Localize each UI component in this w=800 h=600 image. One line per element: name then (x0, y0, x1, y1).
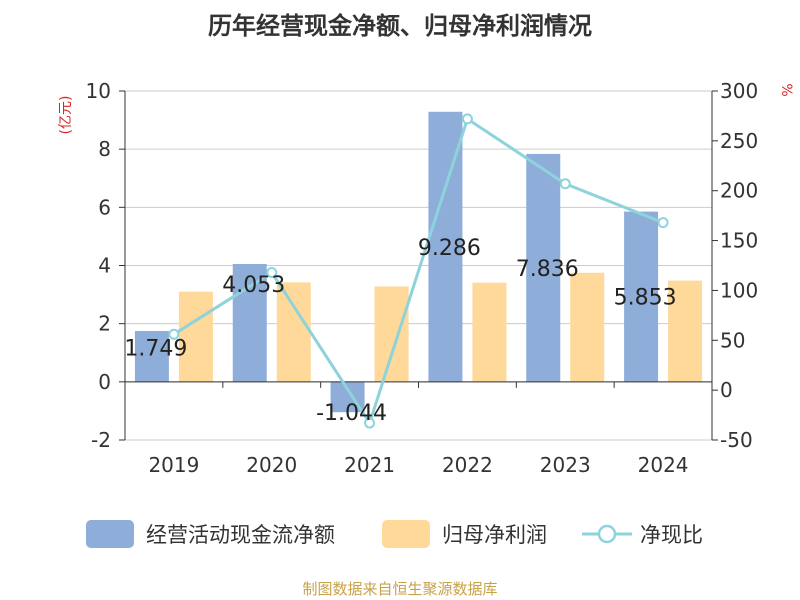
legend-marker (597, 524, 617, 544)
cash-data-label: 7.836 (516, 257, 579, 282)
right-tick-label: 250 (720, 129, 758, 153)
ratio-point (168, 328, 180, 340)
left-tick-label: 0 (98, 370, 111, 394)
legend-item-profit[interactable]: 归母净利润 (382, 520, 547, 548)
right-tick-label: 0 (720, 378, 733, 402)
x-tick-label: 2019 (148, 453, 199, 477)
left-tick-label: 8 (98, 137, 111, 161)
left-tick-label: 4 (98, 254, 111, 278)
cash-data-label: 5.853 (614, 286, 677, 311)
legend-item-cash[interactable]: 经营活动现金流净额 (86, 520, 335, 548)
left-tick-label: 10 (86, 79, 111, 103)
profit-bar (570, 272, 605, 382)
right-tick-label: 300 (720, 79, 758, 103)
ratio-point (559, 178, 571, 190)
profit-bar (472, 282, 507, 382)
right-tick-label: 50 (720, 328, 745, 352)
cash-data-label: 1.749 (124, 337, 187, 362)
cash-bar (134, 330, 169, 382)
cash-data-label: 9.286 (418, 236, 481, 261)
legend-swatch (382, 520, 430, 548)
legend-label: 净现比 (640, 523, 703, 547)
x-tick-label: 2022 (442, 453, 493, 477)
legend-label: 经营活动现金流净额 (146, 523, 335, 547)
x-tick-label: 2020 (246, 453, 297, 477)
right-tick-label: 200 (720, 179, 758, 203)
chart-title: 历年经营现金净额、归母净利润情况 (208, 12, 592, 40)
source-note: 制图数据来自恒生聚源数据库 (302, 580, 498, 598)
x-tick-label: 2024 (638, 453, 689, 477)
right-tick-label: -50 (720, 428, 753, 452)
profit-bar (668, 280, 703, 382)
cash-bar (624, 211, 659, 382)
right-tick-label: 150 (720, 229, 758, 253)
ratio-point (364, 417, 376, 429)
data-labels: 1.749 4.053 -1.044 9.286 7.836 5.853 (124, 236, 676, 426)
right-axis-unit: % (778, 83, 794, 96)
left-tick-label: -2 (91, 428, 111, 452)
cash-data-label: -1.044 (316, 401, 387, 426)
cash-bar (526, 153, 561, 382)
legend-label: 归母净利润 (442, 523, 547, 547)
profit-bar (374, 286, 409, 382)
ratio-line (173, 116, 664, 427)
right-tick-label: 100 (720, 278, 758, 302)
cash-bar (232, 263, 267, 382)
ratio-point (461, 113, 473, 125)
ratio-line-layer (168, 113, 669, 429)
ratio-point (266, 266, 278, 278)
profit-bar (276, 282, 311, 382)
legend[interactable]: 经营活动现金流净额 归母净利润 净现比 (86, 520, 703, 548)
legend-swatch (86, 520, 134, 548)
left-tick-label: 6 (98, 195, 111, 219)
profit-bar (178, 291, 213, 382)
left-tick-label: 2 (98, 312, 111, 336)
x-tick-label: 2021 (344, 453, 395, 477)
cash-data-label: 4.053 (222, 273, 285, 298)
legend-item-ratio[interactable]: 净现比 (582, 523, 703, 547)
ratio-point (657, 217, 669, 229)
left-axis-unit: (亿元) (58, 96, 74, 135)
x-tick-label: 2023 (540, 453, 591, 477)
axes: 10 8 6 4 2 0 -2 300 250 200 150 100 50 0 -50 (亿元)% 2019 2… (58, 79, 794, 477)
bars (134, 111, 703, 413)
